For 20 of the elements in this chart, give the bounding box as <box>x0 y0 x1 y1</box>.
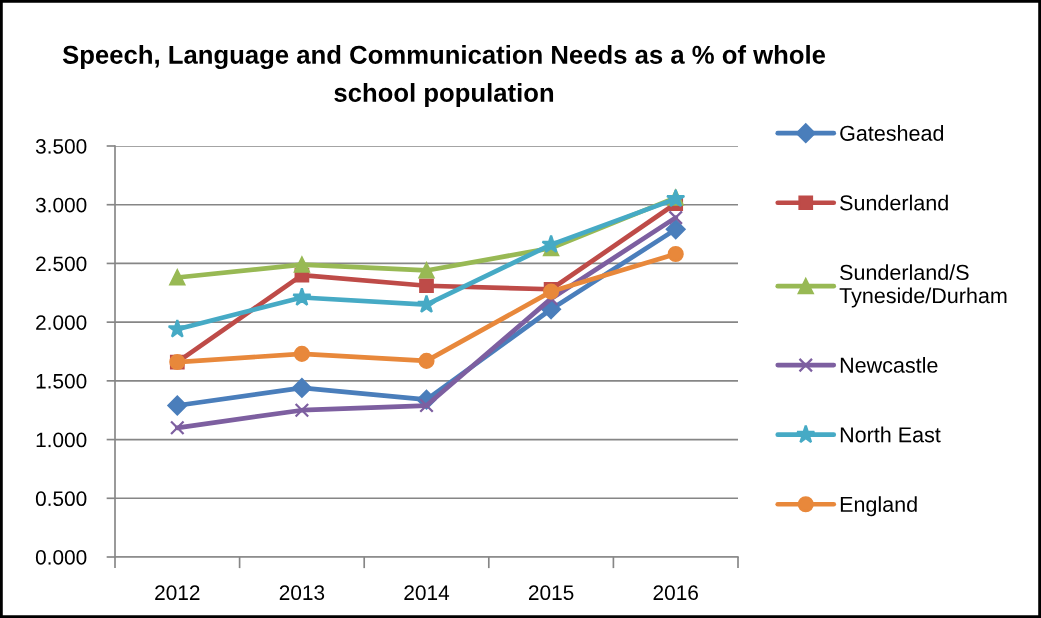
y-tick-label: 3.500 <box>35 139 87 154</box>
legend-label: England <box>840 496 917 517</box>
y-tick-label: 1.000 <box>36 432 87 448</box>
y-tick-label: 0.500 <box>35 491 87 507</box>
legend-label: Newcastle <box>840 357 938 373</box>
y-tick-label: 1.500 <box>36 373 87 389</box>
x-tick-label: 2014 <box>404 585 450 601</box>
x-tick-label: 2012 <box>155 585 200 601</box>
y-tick-label: 2.500 <box>36 256 87 272</box>
legend-label: Sunderland <box>840 194 948 211</box>
x-tick-label: 2016 <box>653 585 698 601</box>
legend-label: North East <box>840 426 941 443</box>
x-tick-label: 2013 <box>279 585 325 601</box>
legend-label: Gateshead <box>840 125 944 141</box>
x-tick-label: 2015 <box>528 585 574 601</box>
y-tick-label: 3.000 <box>35 197 87 213</box>
legend-label: Sunderland/S Tyneside/Durham <box>839 264 1007 308</box>
y-tick-label: 0.000 <box>35 550 87 565</box>
y-tick-label: 2.000 <box>36 315 87 330</box>
chart-title: Speech, Language and Communication Needs as a % of whole school population <box>62 45 826 107</box>
